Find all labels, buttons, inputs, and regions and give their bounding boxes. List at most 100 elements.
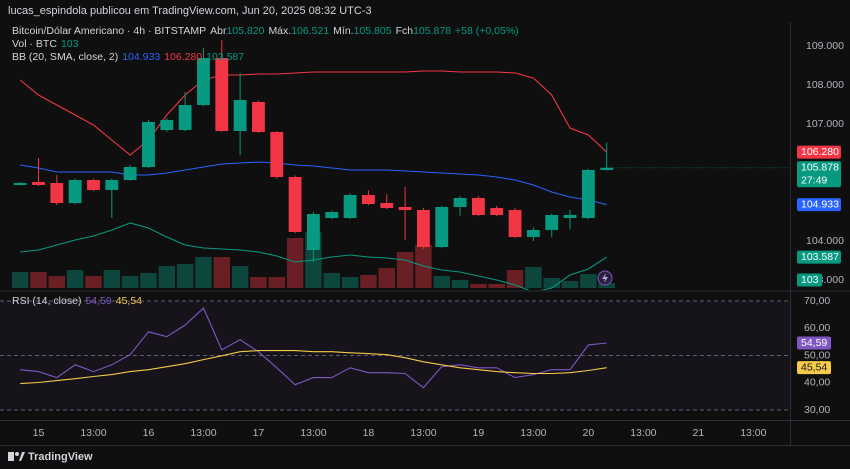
candle-body [50, 183, 64, 204]
volume-bar [378, 268, 395, 288]
price-badge [797, 198, 841, 212]
change: +58 (+0,05%) [455, 25, 519, 37]
x-tick-label: 18 [363, 427, 375, 439]
alert-icon [597, 270, 613, 286]
volume-bar [121, 276, 139, 288]
ohlc-label: Abr [210, 25, 227, 37]
y-tick-label: 60,00 [804, 322, 830, 334]
x-tick-label: 21 [693, 427, 705, 439]
volume-bar [140, 273, 157, 288]
candle-body [471, 197, 485, 215]
volume-bar [85, 276, 102, 288]
x-tick-label: 13:00 [630, 427, 656, 439]
volume-bar [561, 281, 579, 288]
candle-body [508, 210, 522, 237]
volume-bar [286, 238, 304, 288]
candle-body [435, 206, 449, 248]
rsi-pane [0, 300, 790, 411]
candle-body [252, 102, 265, 132]
candle-body [398, 206, 412, 211]
y-tick-label: 50,00 [804, 349, 830, 361]
x-tick-label: 13:00 [190, 427, 216, 439]
volume-badge [797, 273, 822, 287]
candle-body [600, 167, 614, 171]
candle-body [215, 58, 229, 131]
rsi-badge [797, 336, 831, 350]
volume-bar [176, 264, 194, 288]
candle-body [490, 208, 504, 215]
volume-bar [323, 273, 341, 288]
rsi-badge-label: 54,59 [801, 337, 827, 349]
bb-value: 103.587 [206, 51, 245, 63]
axes: 109.000108.000107.000104.000103.000106.2… [33, 40, 844, 439]
rsi-title: RSI (14, close) [12, 295, 82, 307]
candle-body [545, 214, 559, 231]
volume-bar [598, 283, 615, 288]
bb-line [20, 161, 607, 206]
candle-body [325, 211, 339, 218]
y-tick-label: 108.000 [806, 79, 844, 91]
volume-bar [103, 269, 121, 288]
y-tick-label: 107.000 [806, 118, 844, 130]
volume-bar [250, 276, 267, 288]
footer-brand: TradingView [28, 451, 93, 463]
candle-body [197, 58, 210, 106]
candle-body [380, 203, 394, 209]
candle-body [160, 119, 174, 131]
rsi-legend: RSI (14, close) 54,59 45,54 [12, 295, 146, 308]
volume-bar [268, 276, 286, 288]
volume-bar [433, 276, 450, 288]
rsi-line [20, 307, 607, 389]
bb-legend: BB (20, SMA, close, 2) 104.933 106.280 103.… [12, 51, 248, 64]
volume-bar [470, 284, 487, 288]
rsi-badge [797, 361, 831, 375]
candle-body [178, 105, 192, 131]
y-tick-label: 104.000 [806, 235, 844, 247]
x-tick-label: 20 [583, 427, 595, 439]
ohlc-value: 106.521 [291, 25, 330, 37]
bb-value: 106.280 [164, 51, 203, 63]
price-badge [797, 161, 841, 188]
countdown: 27:49 [801, 175, 827, 187]
x-tick-label: 13:00 [520, 427, 546, 439]
volume-bar [580, 274, 597, 288]
candle-body [288, 177, 302, 233]
volume-bar [488, 284, 505, 288]
x-tick-label: 16 [143, 427, 155, 439]
price-badge-label: 106.280 [801, 146, 839, 158]
candle-body [343, 195, 357, 218]
x-tick-label: 15 [33, 427, 45, 439]
volume-bar [158, 266, 176, 288]
bb-value: 104.933 [122, 51, 161, 63]
ohlc-label: Mín. [333, 25, 354, 37]
volume-bar [11, 271, 29, 288]
volume-bar [30, 271, 47, 288]
volume-legend: Vol · BTC 103 [12, 38, 82, 51]
candle-body [581, 169, 595, 218]
candle-body [453, 197, 467, 207]
bb-name: BB (20, SMA, close, 2) [12, 51, 119, 63]
rsi-value: 45,54 [115, 295, 143, 307]
symbol-legend: Bitcoin/Dólar Americano · 4h · BITSTAMP A… [12, 25, 523, 38]
y-tick-label: 40,00 [804, 377, 830, 389]
candle-body [307, 214, 320, 251]
price-badge [797, 250, 841, 264]
x-tick-label: 13:00 [80, 427, 106, 439]
rsi-line [20, 350, 607, 385]
candle-body [32, 181, 45, 186]
ohlc-value: 105.820 [226, 25, 265, 37]
volume-name: Vol · BTC [12, 38, 57, 50]
volume-badge-label: 103 [801, 274, 819, 286]
ohlc-value: 105.805 [353, 25, 392, 37]
rsi-badge-label: 45,54 [801, 361, 827, 373]
volume-bar [48, 276, 66, 288]
volume-bar [341, 276, 359, 288]
rsi-value: 54,59 [85, 295, 112, 307]
x-tick-label: 13:00 [740, 427, 766, 439]
price-badge-label: 104.933 [801, 198, 839, 210]
symbol-title: Bitcoin/Dólar Americano · 4h · BITSTAMP [12, 25, 207, 37]
volume-bar [195, 256, 212, 288]
candle-body [105, 180, 119, 190]
